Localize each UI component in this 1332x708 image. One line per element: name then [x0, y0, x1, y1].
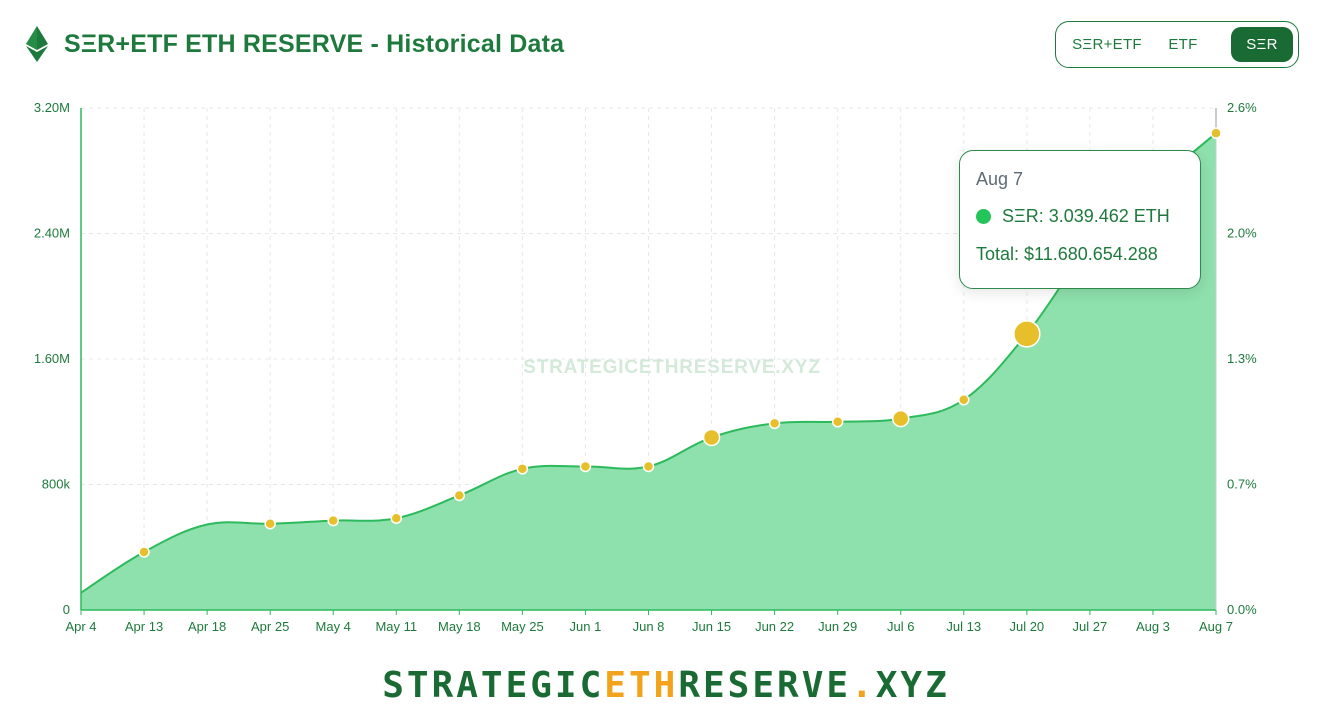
- x-tick-label: May 4: [316, 619, 351, 634]
- footer-part-strategic: STRATEGIC: [382, 665, 605, 706]
- y2-tick-label: 0.0%: [1227, 602, 1257, 617]
- tooltip-date: Aug 7: [976, 169, 1024, 189]
- footer-part-dot: .: [851, 665, 876, 706]
- data-point-marker: [327, 514, 339, 527]
- x-tick-label: May 25: [501, 619, 544, 634]
- chart-tooltip: Aug 7 SΞR: 3.039.462 ETH Total: $11.680.…: [959, 150, 1201, 289]
- data-point-marker: [579, 460, 592, 473]
- x-tick-label: May 18: [438, 619, 481, 634]
- x-tick-label: Aug 7: [1199, 619, 1233, 634]
- data-point-marker: [768, 417, 781, 430]
- data-point-marker: [958, 394, 970, 406]
- tooltip-series-value: SΞR: 3.039.462 ETH: [1002, 206, 1170, 226]
- data-point-marker: [516, 463, 529, 475]
- y2-tick-label: 0.7%: [1227, 477, 1257, 492]
- data-markers: [138, 127, 1222, 558]
- x-tick-label: Apr 13: [125, 619, 163, 634]
- data-point-marker: [702, 428, 721, 447]
- y2-axis-ticks: 0.0% 0.7% 1.3% 2.0% 2.6%: [1227, 100, 1257, 617]
- data-point-marker: [138, 546, 150, 558]
- x-tick-label: Apr 18: [188, 619, 226, 634]
- ethereum-icon: [26, 26, 48, 62]
- x-tick-label: Jun 8: [633, 619, 665, 634]
- x-tick-label: Jun 29: [818, 619, 857, 634]
- y-axis-ticks: 0 800k 1.60M 2.40M 3.20M: [34, 100, 71, 617]
- footer-brand: STRATEGICETHRESERVE.XYZ: [0, 664, 1332, 708]
- page-title: SΞR+ETF ETH RESERVE - Historical Data: [64, 29, 565, 58]
- x-tick-label: Jun 22: [755, 619, 794, 634]
- series-color-dot: [976, 209, 991, 224]
- x-tick-label: Jul 20: [1009, 619, 1044, 634]
- y-tick-label: 1.60M: [34, 351, 70, 366]
- data-point-marker: [1013, 320, 1041, 348]
- x-tick-label: Apr 4: [65, 619, 96, 634]
- data-point-marker: [891, 409, 910, 428]
- y-tick-label: 2.40M: [34, 226, 70, 241]
- data-point-marker: [390, 512, 403, 524]
- header: SΞR+ETF ETH RESERVE - Historical Data: [26, 26, 564, 62]
- y-tick-label: 0: [63, 602, 70, 617]
- toggle-ser-button[interactable]: SΞR: [1231, 27, 1293, 62]
- x-tick-label: Jun 15: [692, 619, 731, 634]
- x-tick-label: Jul 27: [1073, 619, 1108, 634]
- y-tick-label: 800k: [42, 477, 71, 492]
- footer-part-reserve: RESERVE: [678, 665, 852, 706]
- y2-tick-label: 2.0%: [1227, 226, 1257, 241]
- toggle-etf-button[interactable]: ETF: [1168, 36, 1198, 53]
- x-tick-label: Jun 1: [570, 619, 602, 634]
- data-point-marker: [642, 460, 655, 473]
- y2-tick-label: 2.6%: [1227, 100, 1257, 115]
- toggle-ser-etf-button[interactable]: SΞR+ETF: [1072, 36, 1142, 53]
- footer-part-xyz: XYZ: [875, 665, 950, 706]
- x-tick-label: Apr 25: [251, 619, 289, 634]
- x-tick-label: Jul 13: [946, 619, 981, 634]
- series-toggle: SΞR+ETF ETF SΞR: [1055, 21, 1299, 68]
- data-point-marker: [264, 517, 276, 530]
- x-axis-ticks: Apr 4 Apr 13 Apr 18 Apr 25 May 4 May 11 May 18…: [65, 610, 1233, 634]
- x-tick-label: Jul 6: [887, 619, 914, 634]
- data-point-marker: [453, 489, 466, 502]
- y-tick-label: 3.20M: [34, 100, 70, 115]
- data-point-marker: [1210, 127, 1222, 139]
- x-tick-label: May 11: [375, 619, 417, 634]
- footer-part-eth: ETH: [604, 665, 679, 706]
- watermark: STRATEGICETHRESERVE.XYZ: [523, 357, 821, 378]
- tooltip-total: Total: $11.680.654.288: [976, 244, 1158, 264]
- series-area: [81, 133, 1216, 611]
- x-tick-label: Aug 3: [1136, 619, 1170, 634]
- data-point-marker: [831, 416, 844, 428]
- y2-tick-label: 1.3%: [1227, 351, 1257, 366]
- tooltip-series-row: SΞR: 3.039.462 ETH: [976, 206, 1184, 227]
